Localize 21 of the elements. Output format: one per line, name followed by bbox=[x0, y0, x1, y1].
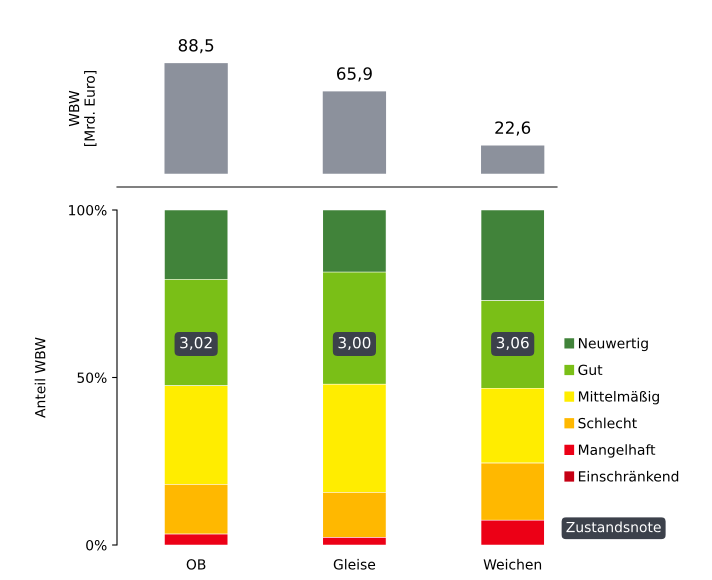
annotation: 3,00 bbox=[338, 336, 370, 350]
data-label: 22,6 bbox=[495, 121, 530, 136]
annotation: 3,02 bbox=[180, 336, 212, 350]
y-axis-title: Anteil WBW bbox=[34, 337, 46, 418]
legend-label: Gut bbox=[578, 364, 602, 376]
y-tick-label: 0% bbox=[86, 540, 107, 550]
y-axis-title: WBW [Mrd. Euro] bbox=[68, 70, 96, 146]
legend-label: Mittelmäßig bbox=[578, 390, 659, 404]
data-label: 65,9 bbox=[337, 67, 372, 82]
annotation: Zustandsnote bbox=[566, 522, 661, 532]
x-tick-label: Gleise bbox=[334, 558, 376, 570]
legend-label: Neuwertig bbox=[578, 338, 648, 352]
legend-label: Einschränkend bbox=[578, 470, 678, 482]
x-tick-label: OB bbox=[186, 559, 206, 570]
y-tick-label: 50% bbox=[77, 372, 107, 383]
x-tick-label: Weichen bbox=[484, 558, 542, 570]
y-tick-label: 100% bbox=[69, 204, 107, 216]
legend-label: Mangelhaft bbox=[578, 444, 656, 458]
legend-label: Schlecht bbox=[578, 418, 637, 428]
data-label: 88,5 bbox=[178, 39, 214, 54]
annotation: 3,06 bbox=[496, 336, 529, 350]
